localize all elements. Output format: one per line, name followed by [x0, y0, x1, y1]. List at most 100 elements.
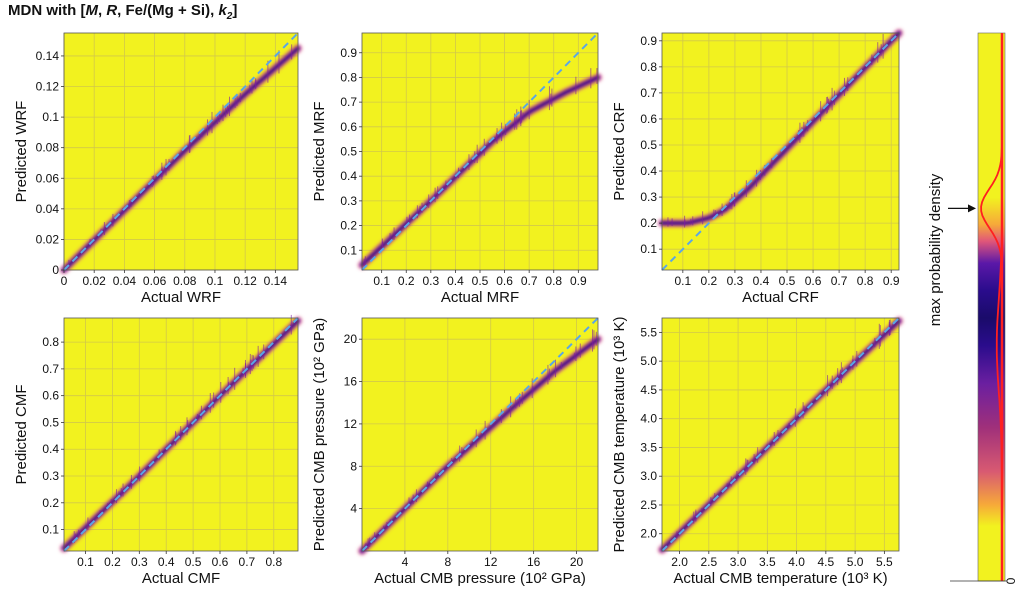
x-tick-label: 4.5 — [818, 555, 835, 569]
x-tick-label: 0.2 — [701, 274, 718, 288]
y-tick-label: 2.0 — [640, 527, 657, 541]
y-tick-label: 4 — [350, 502, 357, 516]
density-core — [360, 337, 600, 553]
y-tick-label: 0.5 — [340, 145, 357, 159]
identity-line — [63, 32, 299, 271]
x-tick-label: 0.1 — [674, 274, 691, 288]
x-tick-label: 0.9 — [570, 274, 587, 288]
y-tick-label: 0.8 — [42, 335, 59, 349]
x-tick-label: 0.04 — [113, 274, 137, 288]
y-tick-label: 5.5 — [640, 325, 657, 339]
x-tick-label: 0.2 — [104, 555, 121, 569]
x-tick-label: 0.3 — [131, 555, 148, 569]
identity-line — [361, 317, 599, 552]
chart-wrf: 0 0.02 0.04 0.06 0.08 0.1 0.12 0.14 0 0.02 0.04 0.0… — [13, 32, 303, 306]
x-tick-label: 3.5 — [759, 555, 776, 569]
plot-frame — [361, 317, 599, 552]
y-tick-label: 0.3 — [340, 194, 357, 208]
x-axis-label: Actual CMB pressure (10² GPa) — [374, 570, 586, 587]
x-tick-label: 0.7 — [521, 274, 538, 288]
x-axis-label: Actual CRF — [742, 289, 819, 306]
y-tick-label: 12 — [344, 417, 358, 431]
y-tick-label: 5.0 — [640, 354, 657, 368]
y-tick-label: 0.2 — [340, 219, 357, 233]
x-tick-label: 0.9 — [883, 274, 900, 288]
x-tick-label: 0.7 — [831, 274, 848, 288]
x-tick-label: 20 — [570, 555, 584, 569]
title-part-0: M — [85, 2, 98, 19]
peak-arrow-head — [968, 204, 976, 213]
y-tick-label: 0.7 — [640, 86, 657, 100]
chart-cmf: 0.1 0.2 0.3 0.4 0.5 0.6 0.7 0.8 0.1 0.2 0.3 0.4 0.5 0… — [13, 314, 303, 587]
x-tick-label: 0.1 — [77, 555, 94, 569]
y-tick-label: 0.9 — [640, 34, 657, 48]
title-part-3: , Fe/(Mg + Si), — [117, 2, 219, 19]
y-tick-label: 0.6 — [340, 120, 357, 134]
identity-line — [361, 32, 599, 271]
x-tick-label: 0.5 — [779, 274, 796, 288]
plot-frame — [63, 32, 299, 271]
y-tick-label: 0.1 — [42, 523, 59, 537]
density-band — [357, 72, 603, 270]
x-tick-label: 0.08 — [173, 274, 197, 288]
x-tick-label: 3.0 — [730, 555, 747, 569]
y-tick-label: 0.8 — [340, 70, 357, 84]
y-tick-label: 4.5 — [640, 383, 657, 397]
x-axis-label: Actual CMB temperature (10³ K) — [673, 570, 887, 587]
y-tick-label: 0.7 — [340, 95, 357, 109]
y-axis-label: Predicted WRF — [13, 101, 30, 203]
y-tick-label: 0.1 — [340, 243, 357, 257]
x-tick-label: 2.5 — [700, 555, 717, 569]
y-tick-label: 20 — [344, 332, 358, 346]
y-tick-label: 0.4 — [42, 442, 59, 456]
y-axis-label: Predicted CMF — [13, 384, 30, 484]
x-axis-label: Actual MRF — [441, 289, 519, 306]
x-tick-label: 8 — [444, 555, 451, 569]
y-tick-label: 0.02 — [36, 232, 60, 246]
x-tick-label: 0.4 — [158, 555, 175, 569]
y-tick-label: 0.12 — [36, 80, 60, 94]
x-tick-label: 0.3 — [727, 274, 744, 288]
y-axis-label: Predicted CMB pressure (10² GPa) — [311, 318, 328, 551]
chart-crf: 0.1 0.2 0.3 0.4 0.5 0.6 0.7 0.8 0.9 0.1 0.2 0.3 0.4 0… — [611, 28, 904, 306]
title-part-2: R — [106, 2, 118, 19]
x-tick-label: 0.4 — [447, 274, 464, 288]
x-tick-label: 0.7 — [239, 555, 256, 569]
density-band — [357, 334, 603, 556]
y-tick-label: 0.06 — [36, 171, 60, 185]
title-prefix: MDN with [ — [8, 2, 86, 19]
y-tick-label: 0.6 — [42, 389, 59, 403]
y-tick-label: 0.08 — [36, 141, 60, 155]
title-part-1: , — [97, 2, 107, 19]
y-tick-label: 0.2 — [640, 216, 657, 230]
plot-frame — [661, 32, 900, 271]
y-tick-label: 0.04 — [36, 202, 60, 216]
y-axis-label: Predicted CMB temperature (10³ K) — [611, 317, 628, 553]
chart-cmb_temperature: 2.0 2.5 3.0 3.5 4.0 4.5 5.0 5.5 2.0 2.5 3.0 3.5 4.0 4… — [611, 316, 904, 587]
figure-title: MDN with [M, R, Fe/(Mg + Si), k2] — [8, 2, 237, 22]
y-tick-label: 0.4 — [340, 169, 357, 183]
x-tick-label: 0.8 — [265, 555, 282, 569]
y-axis-label: Predicted CRF — [611, 102, 628, 200]
x-tick-label: 0.6 — [496, 274, 513, 288]
colorbar-gradient — [978, 33, 1005, 581]
y-tick-label: 16 — [344, 375, 358, 389]
x-tick-label: 2.0 — [671, 555, 688, 569]
x-tick-label: 0.12 — [233, 274, 257, 288]
x-tick-label: 0.8 — [857, 274, 874, 288]
title-subscript: 2 — [226, 11, 233, 22]
x-tick-label: 4.0 — [788, 555, 805, 569]
y-tick-label: 0.14 — [36, 49, 60, 63]
y-tick-label: 0.9 — [340, 46, 357, 60]
density-core — [360, 76, 600, 267]
y-tick-label: 0.6 — [640, 112, 657, 126]
identity-line — [661, 32, 900, 271]
colorbar-zero-label: 0 — [1004, 577, 1018, 584]
plot-frame — [661, 317, 900, 552]
y-tick-label: 8 — [350, 459, 357, 473]
y-tick-label: 0.5 — [640, 138, 657, 152]
x-tick-label: 16 — [527, 555, 541, 569]
x-tick-label: 0.14 — [264, 274, 288, 288]
